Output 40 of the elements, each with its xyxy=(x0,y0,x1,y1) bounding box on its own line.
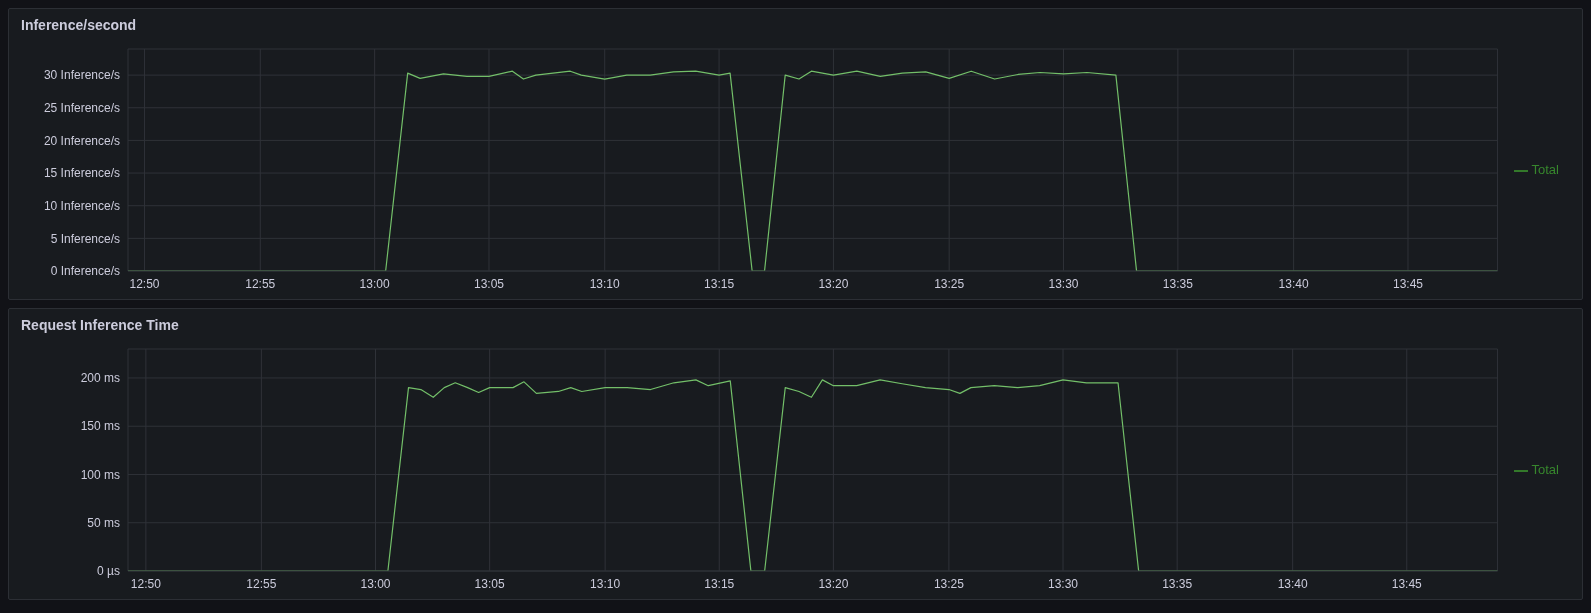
x-tick-label: 13:25 xyxy=(933,576,965,591)
y-tick-label: 30 Inference/s xyxy=(43,68,120,83)
chart-title: Inference/second xyxy=(20,16,138,35)
y-tick-label: 150 ms xyxy=(80,419,120,434)
x-tick-label: 13:05 xyxy=(474,576,505,591)
y-tick-label: 0 µs xyxy=(97,564,120,579)
x-tick-label: 13:20 xyxy=(818,576,849,591)
x-tick-label: 13:40 xyxy=(1277,576,1308,591)
x-tick-label: 13:00 xyxy=(360,576,391,591)
x-tick-label: 13:25 xyxy=(934,276,965,291)
x-tick-label: 13:35 xyxy=(1162,276,1194,291)
y-tick-label: 200 ms xyxy=(80,371,120,386)
x-tick-label: 12:50 xyxy=(129,276,160,291)
x-tick-label: 13:20 xyxy=(818,276,849,291)
legend-label: Total xyxy=(1531,162,1559,178)
y-tick-label: 0 Inference/s xyxy=(50,264,120,279)
chart-title: Request Inference Time xyxy=(20,316,180,335)
y-tick-label: 5 Inference/s xyxy=(50,231,120,246)
y-tick-label: 50 ms xyxy=(87,516,120,530)
x-tick-label: 13:05 xyxy=(473,276,505,291)
x-tick-label: 13:10 xyxy=(589,276,621,291)
y-tick-label: 15 Inference/s xyxy=(43,166,120,181)
x-tick-label: 12:55 xyxy=(246,576,277,591)
y-tick-label: 25 Inference/s xyxy=(43,101,120,116)
x-tick-label: 13:10 xyxy=(590,576,621,591)
x-tick-label: 13:30 xyxy=(1048,576,1079,591)
x-tick-label: 13:30 xyxy=(1048,276,1079,291)
x-tick-label: 13:40 xyxy=(1278,276,1309,291)
x-tick-label: 13:45 xyxy=(1392,276,1424,291)
x-tick-label: 13:15 xyxy=(704,576,735,591)
x-tick-label: 13:35 xyxy=(1162,576,1193,591)
x-tick-label: 13:00 xyxy=(359,276,390,291)
x-tick-label: 12:50 xyxy=(130,576,162,591)
x-tick-label: 13:15 xyxy=(704,276,735,291)
legend-label: Total xyxy=(1531,462,1559,478)
x-tick-label: 12:55 xyxy=(245,276,276,291)
y-tick-label: 100 ms xyxy=(80,467,120,482)
y-tick-label: 10 Inference/s xyxy=(43,198,120,213)
x-tick-label: 13:45 xyxy=(1391,576,1423,591)
y-tick-label: 20 Inference/s xyxy=(43,133,120,148)
